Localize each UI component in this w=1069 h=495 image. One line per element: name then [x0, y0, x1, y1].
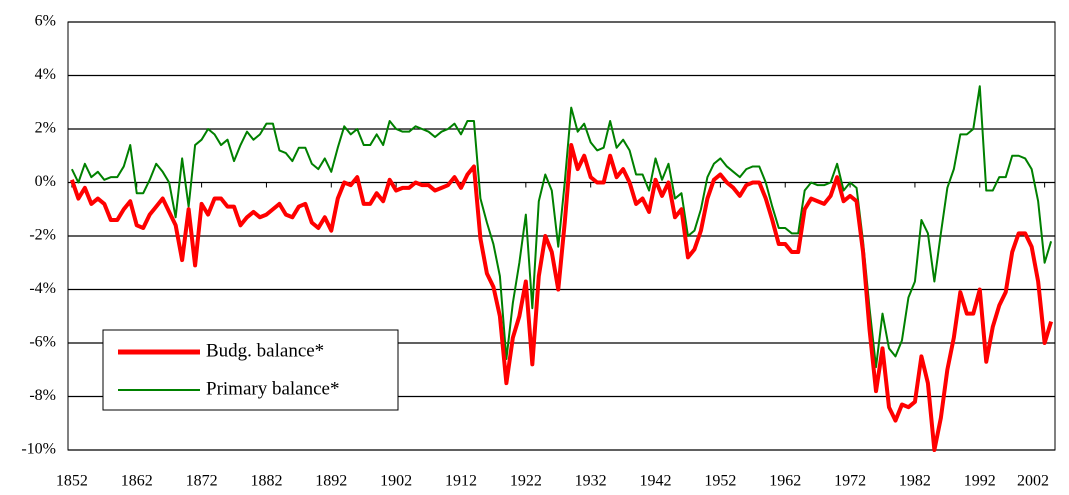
y-tick-label: 2% [35, 120, 56, 137]
y-tick-label: 0% [35, 173, 56, 190]
series-line [70, 85, 1053, 369]
x-tick-label: 1852 [56, 473, 88, 490]
x-tick-label: 2002 [1017, 473, 1049, 490]
y-tick-label: 4% [35, 66, 56, 83]
x-tick-label: 1882 [250, 473, 282, 490]
x-tick-label: 1922 [510, 473, 542, 490]
y-tick-label: -4% [29, 280, 56, 297]
x-tick-label: 1982 [899, 473, 931, 490]
legend-box [102, 329, 399, 411]
y-tick-label: -2% [29, 227, 56, 244]
x-tick-label: 1932 [575, 473, 607, 490]
y-tick-label: -8% [29, 387, 56, 404]
x-tick-label: 1942 [640, 473, 672, 490]
x-tick-label: 1962 [769, 473, 801, 490]
x-tick-label: 1902 [380, 473, 412, 490]
y-tick-label: -6% [29, 334, 56, 351]
x-tick-label: 1872 [186, 473, 218, 490]
y-tick-label: 6% [35, 13, 56, 30]
y-tick-label: -10% [21, 441, 56, 458]
x-tick-label: 1972 [834, 473, 866, 490]
x-tick-label: 1952 [704, 473, 736, 490]
x-tick-label: 1912 [445, 473, 477, 490]
legend-label: Primary balance* [206, 378, 339, 399]
x-tick-label: 1862 [121, 473, 153, 490]
x-tick-label: 1992 [964, 473, 996, 490]
legend-label: Budg. balance* [206, 340, 324, 361]
x-tick-label: 1892 [315, 473, 347, 490]
series-line [70, 143, 1054, 452]
